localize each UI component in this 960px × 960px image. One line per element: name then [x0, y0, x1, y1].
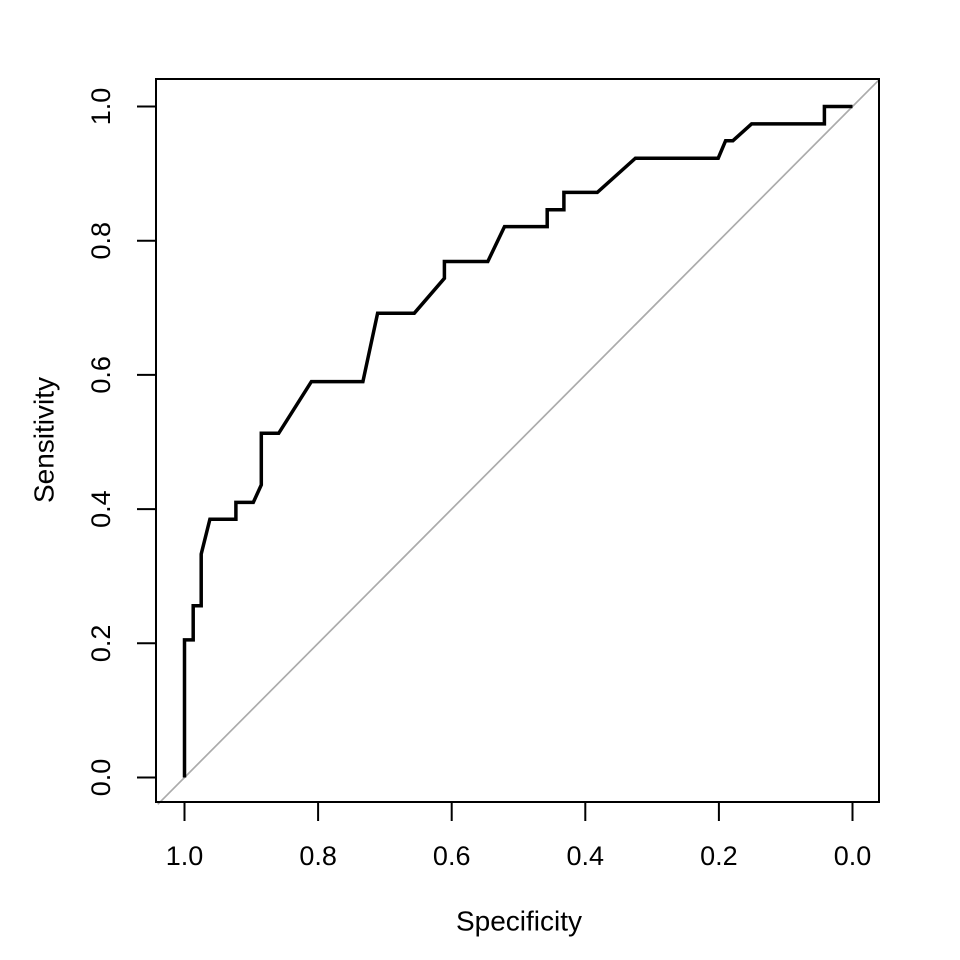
y-tick-label: 0.0 — [86, 759, 116, 797]
x-tick-label: 0.6 — [433, 841, 471, 871]
x-tick-label: 1.0 — [166, 841, 204, 871]
x-tick-label: 0.4 — [567, 841, 605, 871]
plot-border-box — [155, 78, 880, 803]
y-tick-label: 0.4 — [86, 490, 116, 528]
y-tick-label: 1.0 — [86, 88, 116, 126]
roc-curve-line — [182, 104, 853, 778]
x-tick-label: 0.2 — [700, 841, 738, 871]
x-tick-label: 0.0 — [834, 841, 872, 871]
x-axis-title: Specificity — [456, 906, 582, 937]
y-tick-label: 0.6 — [86, 356, 116, 394]
y-axis-ticks: 0.0 0.2 0.4 0.6 0.8 1.0 — [86, 88, 156, 797]
y-axis-title: Sensitivity — [29, 377, 60, 503]
x-tick-label: 0.8 — [299, 841, 337, 871]
y-tick-label: 0.8 — [86, 222, 116, 260]
y-tick-label: 0.2 — [86, 625, 116, 663]
x-axis-ticks: 1.0 0.8 0.6 0.4 0.2 0.0 — [166, 802, 872, 871]
reference-diagonal-line — [157, 79, 880, 805]
